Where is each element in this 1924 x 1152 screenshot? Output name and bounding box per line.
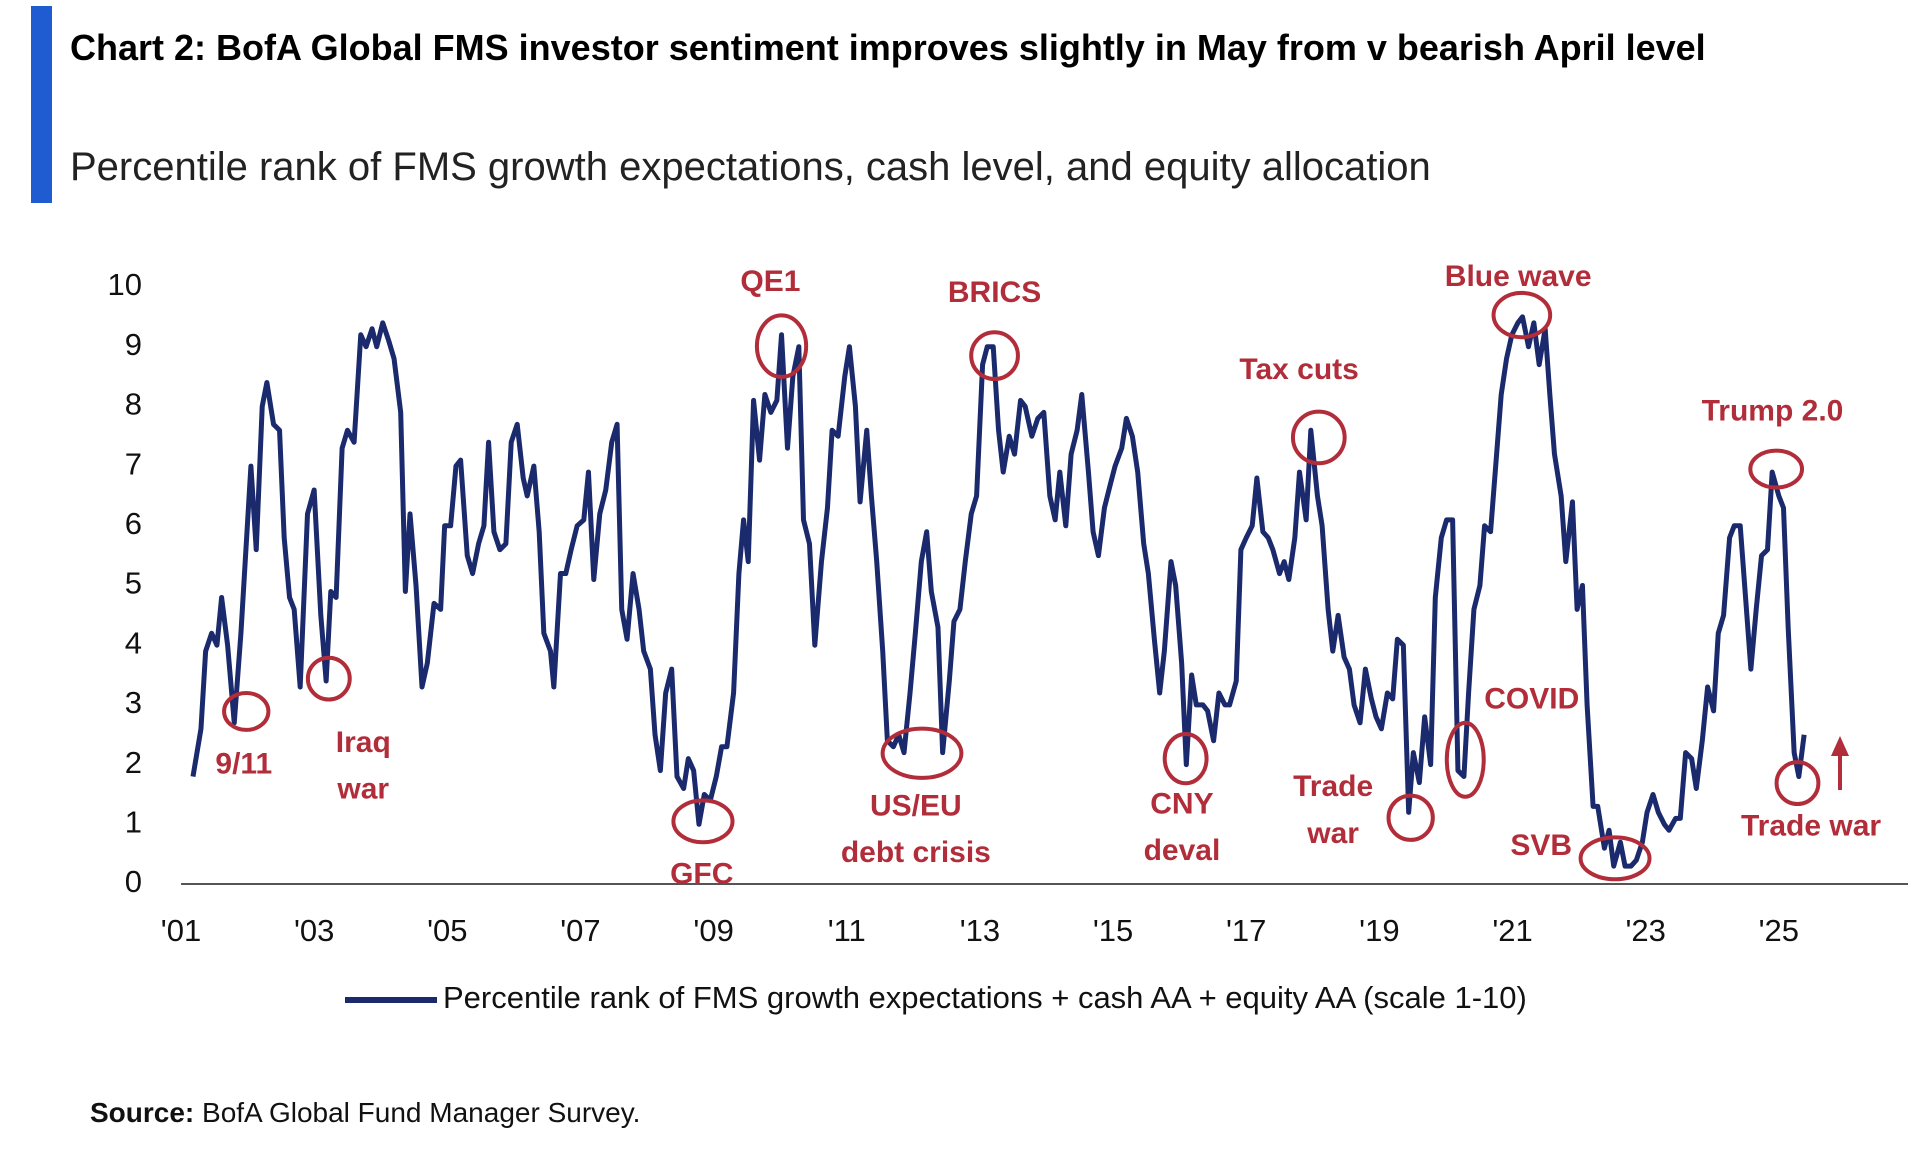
annotation-circle: [754, 313, 809, 379]
accent-bar: [31, 6, 52, 203]
annotation-label: war: [336, 773, 389, 806]
annotation-label: GFC: [670, 857, 733, 890]
annotation-label: US/EU: [870, 789, 962, 822]
annotation-circle: [1748, 448, 1805, 490]
annotation-label: COVID: [1484, 683, 1579, 716]
x-tick-label: '07: [560, 913, 600, 948]
annotation-label: Trade war: [1741, 809, 1881, 842]
annotation-circle: [1290, 409, 1347, 466]
source-label: Source:: [90, 1097, 195, 1128]
x-tick-label: '21: [1492, 913, 1532, 948]
annotation-label: war: [1306, 817, 1359, 850]
x-tick-label: '17: [1226, 913, 1266, 948]
annotation-label: QE1: [740, 265, 800, 298]
y-tick-label: 1: [125, 804, 142, 839]
x-tick-label: '13: [960, 913, 1000, 948]
annotation-label: deval: [1144, 834, 1221, 867]
y-tick-label: 0: [125, 864, 142, 899]
y-tick-label: 7: [125, 446, 142, 481]
annotation-circle: [1491, 290, 1553, 340]
data-line: [190, 314, 1807, 869]
annotation-label: Iraq: [336, 726, 391, 759]
x-tick-label: '05: [427, 913, 467, 948]
annotation-circle: [1578, 835, 1652, 882]
x-tick-label: '11: [828, 913, 866, 948]
annotation-label: Trump 2.0: [1702, 394, 1844, 427]
annotation-circle: [305, 655, 352, 702]
annotation-label: CNY: [1150, 787, 1213, 820]
source-note: Source: BofA Global Fund Manager Survey.: [90, 1097, 640, 1129]
y-tick-label: 2: [125, 745, 142, 780]
annotation-label: Trade: [1293, 770, 1373, 803]
annotation-circle: [1386, 793, 1435, 842]
arrow-head: [1831, 736, 1849, 756]
y-tick-label: 9: [125, 327, 142, 362]
y-tick-label: 5: [125, 566, 142, 601]
annotation-circle: [222, 691, 271, 732]
chart-subtitle: Percentile rank of FMS growth expectatio…: [70, 145, 1431, 189]
y-tick-label: 6: [125, 506, 142, 541]
x-tick-label: '15: [1093, 913, 1133, 948]
annotation-label: 9/11: [215, 748, 272, 781]
annotation-label: SVB: [1510, 829, 1572, 862]
annotation-label: Tax cuts: [1239, 353, 1359, 386]
x-tick-label: '25: [1759, 913, 1799, 948]
x-tick-label: '23: [1625, 913, 1665, 948]
source-text: BofA Global Fund Manager Survey.: [202, 1097, 641, 1128]
y-tick-label: 4: [125, 625, 142, 660]
y-tick-label: 8: [125, 387, 142, 422]
x-tick-label: '09: [693, 913, 733, 948]
annotation-circle: [969, 330, 1020, 382]
chart-title: Chart 2: BofA Global FMS investor sentim…: [70, 27, 1706, 68]
legend-label: Percentile rank of FMS growth expectatio…: [443, 980, 1527, 1015]
y-tick-label: 10: [108, 267, 142, 302]
x-tick-label: '01: [161, 913, 201, 948]
annotation-circle: [1444, 720, 1486, 799]
annotation-circle: [1162, 732, 1209, 786]
annotation-label: BRICS: [948, 276, 1041, 309]
y-tick-label: 3: [125, 685, 142, 720]
x-tick-label: '19: [1359, 913, 1399, 948]
annotation-circle: [671, 798, 735, 845]
x-tick-label: '03: [294, 913, 334, 948]
annotation-label: Blue wave: [1445, 260, 1592, 293]
annotation-circle: [880, 726, 964, 780]
annotation-circle: [1774, 760, 1821, 807]
annotation-label: debt crisis: [841, 836, 991, 869]
